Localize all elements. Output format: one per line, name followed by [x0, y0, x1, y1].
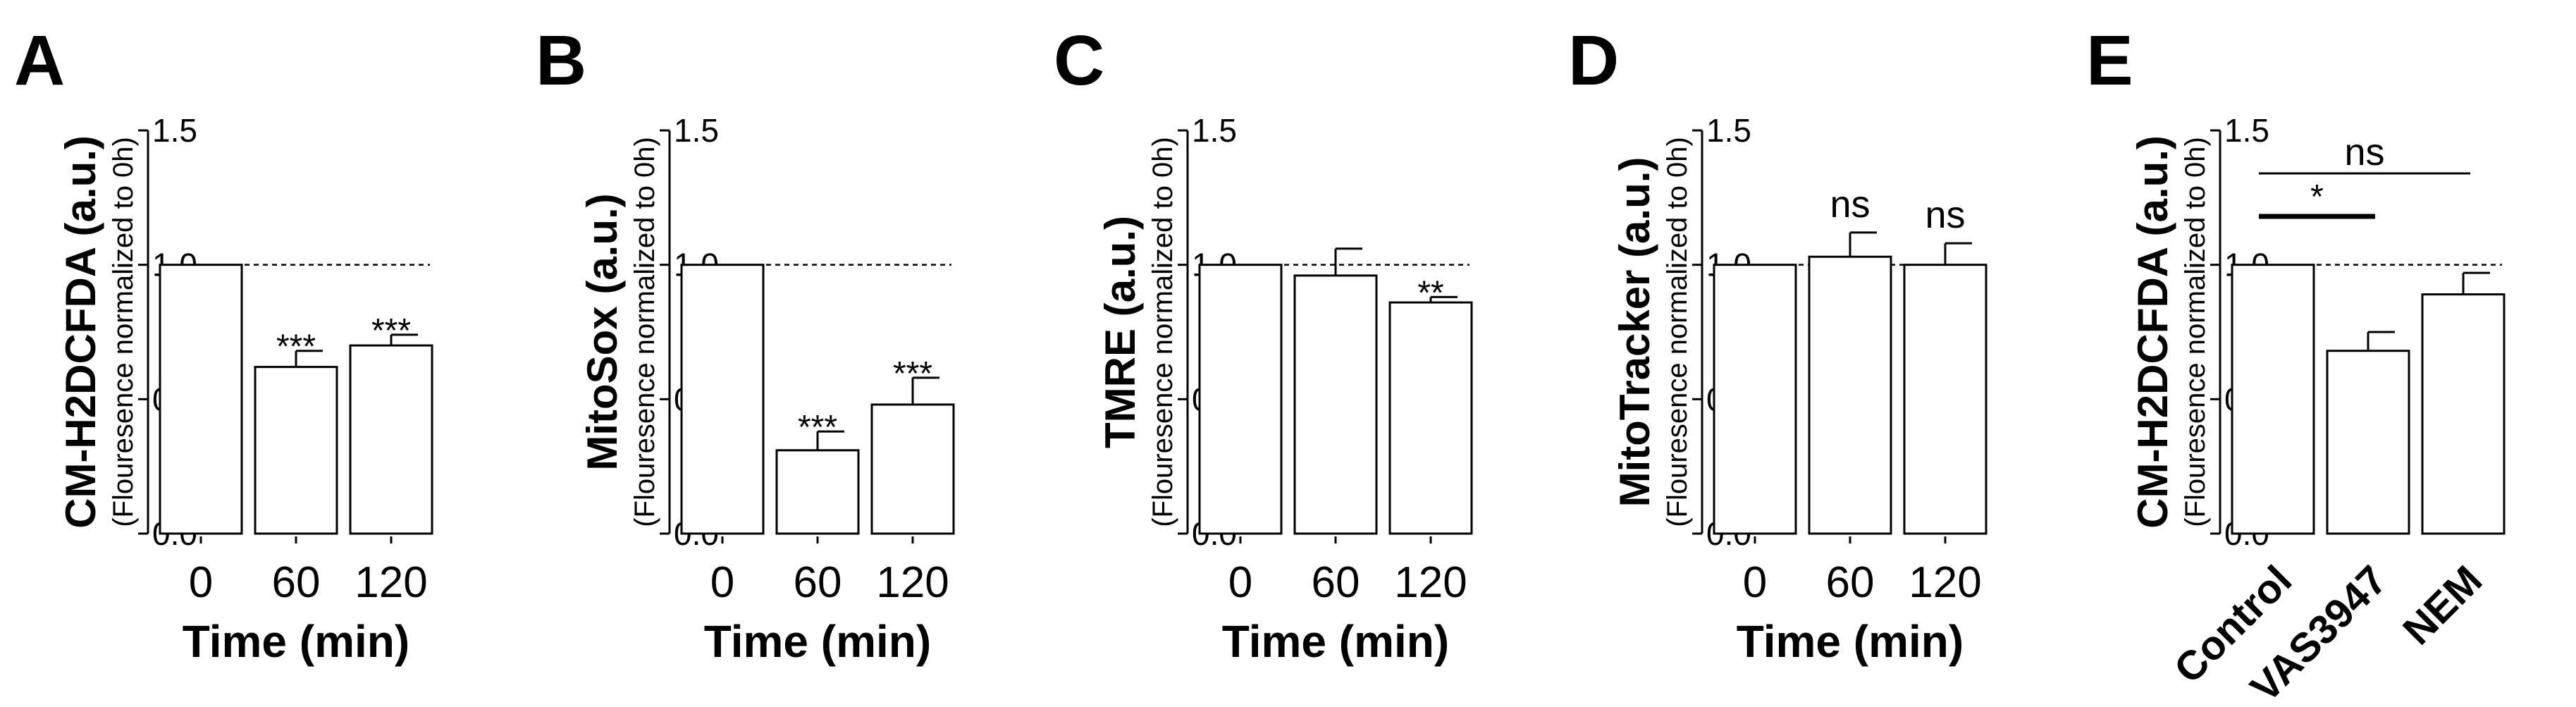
y-tick-label: 1.5	[1192, 112, 1237, 149]
x-tick-label: 60	[1826, 558, 1875, 607]
x-tick-label: 60	[272, 558, 321, 607]
y-axis-title: MitoSox (a.u.)	[579, 193, 626, 470]
bar	[254, 366, 338, 535]
panel-letter: C	[1054, 21, 1104, 100]
bar	[2421, 293, 2506, 535]
significance-label: ***	[893, 355, 932, 393]
bar	[1293, 274, 1378, 535]
x-tick-label: 60	[794, 558, 842, 607]
y-axis-subtitle: (Flouresence normalized to 0h)	[1662, 137, 1693, 527]
significance-label: ns	[1925, 194, 1965, 236]
significance-label: ***	[798, 409, 837, 446]
x-tick-label: 120	[355, 558, 427, 607]
significance-label: **	[1417, 274, 1443, 312]
comparison-label: *	[2310, 178, 2324, 216]
panel-letter: A	[14, 21, 65, 100]
y-axis-title: TMRE (a.u.)	[1097, 216, 1144, 448]
y-axis-subtitle: (Flouresence normalized to 0h)	[108, 137, 139, 527]
bar	[870, 403, 955, 535]
panel-letter: B	[536, 21, 586, 100]
y-axis-title: MitoTracker (a.u.)	[1611, 157, 1658, 508]
bar	[680, 264, 765, 535]
y-axis-subtitle: (Flouresence normalized to 0h)	[2180, 137, 2211, 527]
y-axis-subtitle: (Flouresence normalized to 0h)	[629, 137, 660, 527]
bar	[349, 344, 433, 535]
bar	[2326, 350, 2410, 535]
x-axis-title: Time (min)	[704, 616, 931, 667]
x-axis-title: Time (min)	[1737, 616, 1964, 667]
bar	[1198, 264, 1283, 535]
x-tick-label: 0	[1228, 558, 1252, 607]
significance-label: ns	[1830, 183, 1870, 226]
x-tick-label: 60	[1312, 558, 1360, 607]
bar	[1388, 301, 1473, 535]
bar	[2231, 264, 2315, 535]
x-tick-label: 0	[710, 558, 734, 607]
panel-letter: E	[2086, 21, 2133, 100]
x-tick-label: 0	[1743, 558, 1767, 607]
bar	[1808, 255, 1892, 535]
x-axis-title: Time (min)	[1222, 616, 1449, 667]
significance-label: ***	[371, 312, 411, 350]
y-tick-label: 1.5	[152, 112, 197, 149]
x-tick-label: 120	[876, 558, 949, 607]
y-axis-subtitle: (Flouresence normalized to 0h)	[1147, 137, 1178, 527]
comparison-label: ns	[2344, 131, 2384, 173]
bar	[775, 449, 860, 535]
x-tick-label: 120	[1394, 558, 1467, 607]
x-tick-label: 120	[1909, 558, 1981, 607]
bar	[1903, 264, 1988, 535]
significance-label: ***	[276, 328, 316, 366]
panel-letter: D	[1568, 21, 1619, 100]
y-tick-label: 1.5	[1706, 112, 1751, 149]
y-axis-title: CM-H2DCFDA (a.u.)	[2129, 135, 2176, 529]
x-tick-label: NEM	[2394, 557, 2491, 653]
y-tick-label: 1.5	[2224, 112, 2269, 149]
bar	[1713, 264, 1797, 535]
y-tick-label: 1.5	[674, 112, 719, 149]
x-tick-label: 0	[189, 558, 213, 607]
x-axis-title: Time (min)	[183, 616, 409, 667]
y-axis-title: CM-H2DCFDA (a.u.)	[57, 135, 104, 529]
bar	[159, 264, 243, 535]
